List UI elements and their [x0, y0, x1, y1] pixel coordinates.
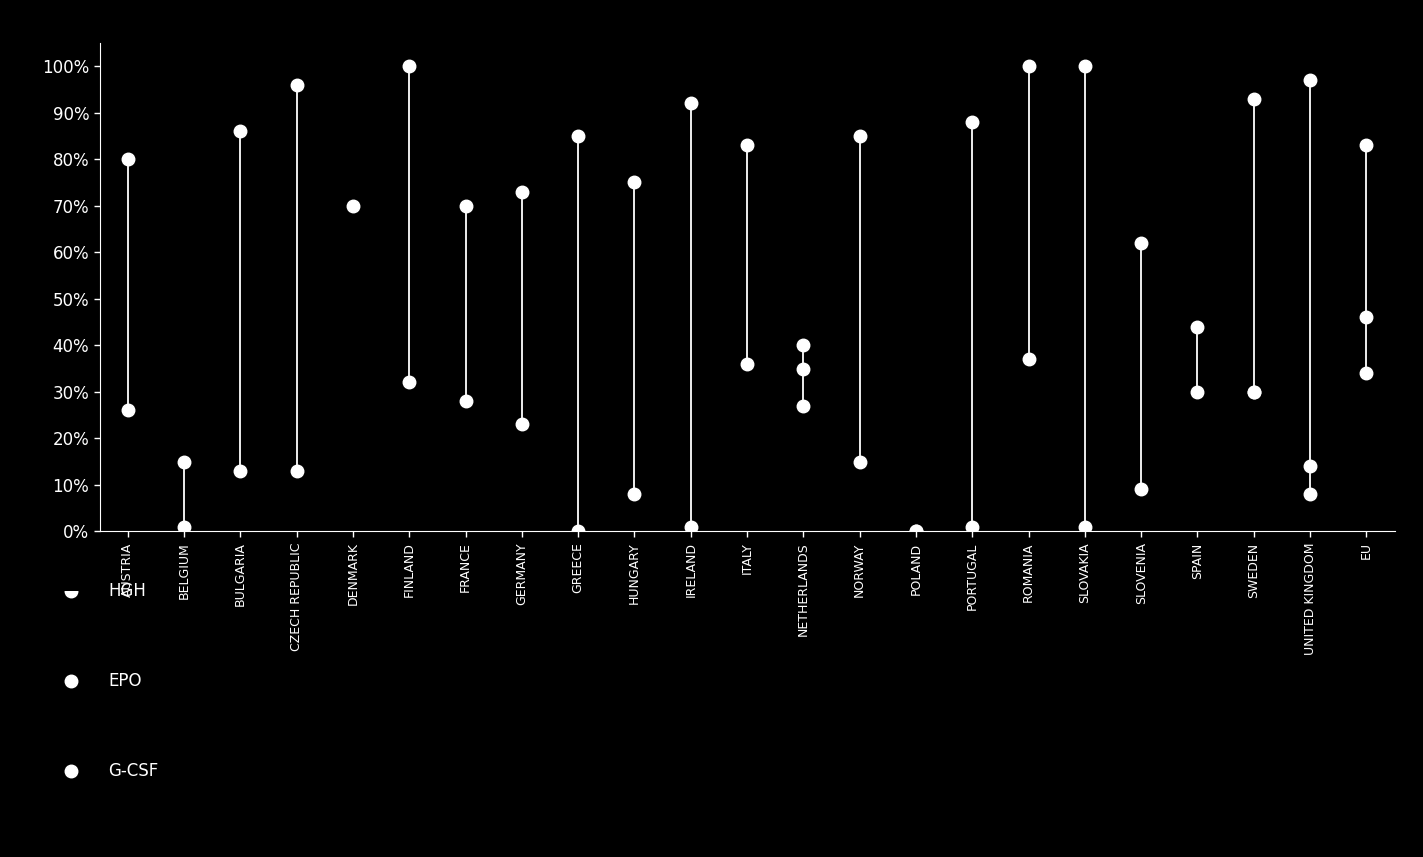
- Text: HGH: HGH: [108, 582, 147, 601]
- Text: G-CSF: G-CSF: [108, 762, 158, 781]
- Text: EPO: EPO: [108, 672, 142, 691]
